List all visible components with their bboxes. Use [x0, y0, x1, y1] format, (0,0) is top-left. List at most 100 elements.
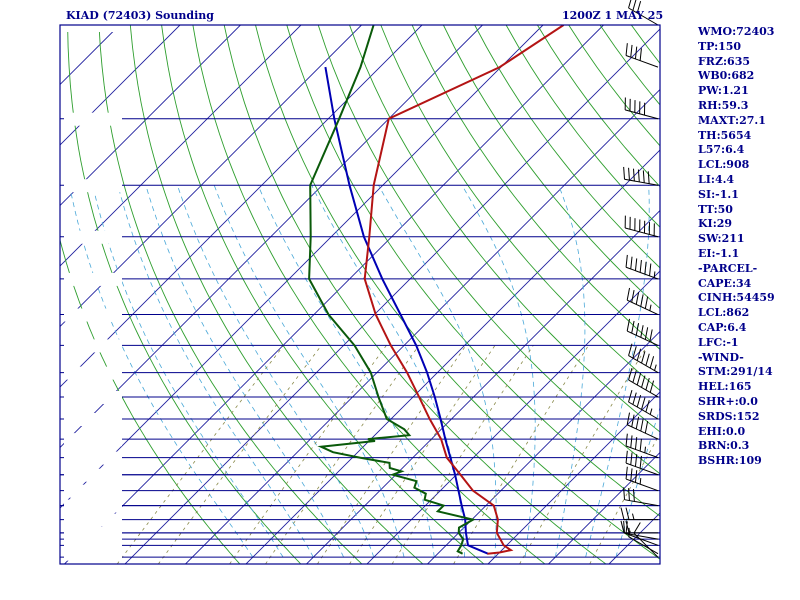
height-label-bg	[64, 308, 122, 322]
wind-barb-staff	[633, 532, 659, 558]
wind-barb-flag	[636, 0, 642, 14]
wind-barb-staff	[628, 355, 659, 374]
wind-barb-flag	[632, 346, 637, 359]
index-item: RH:59.3	[698, 98, 749, 112]
wind-barbs	[620, 0, 661, 564]
wind-barb-flag	[647, 171, 650, 184]
wind-barb-flag	[628, 367, 633, 381]
wind-barb	[625, 433, 659, 459]
wind-barb-flag	[625, 520, 630, 533]
height-label-bg	[64, 451, 122, 465]
index-item: MAXT:27.1	[698, 113, 766, 127]
height-label-bg	[64, 412, 122, 426]
height-label-bg	[64, 179, 122, 193]
wind-barb-flag	[632, 370, 637, 383]
chart-title: KIAD (72403) Sounding	[66, 9, 214, 22]
wind-barb-flag	[639, 48, 642, 61]
wind-barb-staff	[628, 536, 659, 555]
isotherm-line	[60, 25, 302, 267]
isotherm-line	[548, 451, 660, 564]
wind-barb	[628, 389, 659, 420]
wind-barb-flag	[634, 454, 638, 467]
index-item: SW:211	[698, 232, 745, 246]
wind-barb-flag	[630, 452, 633, 465]
wind-barb-staff	[626, 330, 659, 346]
wind-barb-flag	[632, 0, 637, 11]
index-item: SI:-1.1	[698, 187, 739, 201]
isotherm-line	[60, 25, 241, 207]
height-label-bg	[64, 499, 122, 513]
wind-barb-flag	[639, 455, 642, 469]
index-item: BSHR:109	[698, 454, 762, 468]
dry-adiabat-line	[60, 238, 241, 564]
height-label-bg	[64, 390, 122, 404]
dry-adiabat-line	[317, 25, 660, 475]
wind-barb-flag	[626, 318, 631, 332]
wind-barb	[623, 487, 659, 507]
wind-barb	[624, 215, 659, 238]
wind-barb-flag	[625, 507, 630, 520]
index-item: EHI:0.0	[698, 424, 746, 438]
wind-barb-flag	[639, 438, 642, 452]
wind-barb	[633, 522, 659, 558]
wind-barb-staff	[624, 532, 659, 540]
wind-barb-flag	[628, 0, 632, 9]
index-item: TT:50	[698, 202, 733, 216]
wind-barb-flag	[645, 399, 650, 413]
wind-barb-flag	[636, 372, 642, 386]
wind-barb-half-flag	[639, 477, 642, 485]
chart-grid	[60, 25, 660, 564]
dry-adiabat-line	[286, 25, 660, 517]
height-label-bg	[64, 230, 122, 244]
mixing-ratio-line	[157, 345, 322, 564]
dry-adiabat-line	[161, 25, 485, 564]
wind-barb-half-flag	[644, 446, 646, 453]
height-label-bg	[64, 272, 122, 286]
isotherm-line	[124, 28, 660, 564]
index-item: WB0:682	[698, 69, 755, 83]
wind-barb-flag	[649, 380, 655, 393]
moist-adiabat-line	[585, 185, 650, 558]
stability-indices-panel: WMO:72403 TP:150 FRZ:635 WB0:682 PW:1.21 RH:5…	[698, 25, 798, 469]
index-item: SRDS:152	[698, 409, 760, 423]
sounding-profiles	[308, 25, 565, 555]
isotherm-line	[60, 25, 362, 328]
wind-barb-flag	[641, 375, 646, 388]
index-item: LI:4.4	[698, 172, 735, 186]
wind-barb-flag	[630, 468, 633, 481]
dry-adiabat-line	[255, 25, 660, 560]
wind-barb-flag	[644, 327, 649, 340]
index-item: LFC:-1	[698, 335, 739, 349]
height-label-bg	[64, 547, 122, 561]
mixing-ratio-line	[229, 345, 387, 564]
moist-adiabat-line	[177, 185, 375, 558]
wind-barb	[626, 318, 659, 346]
wind-barb-flag	[634, 470, 638, 483]
wind-barb-flag	[635, 416, 640, 430]
mixing-ratio-line	[116, 345, 285, 564]
index-item: CAPE:34	[698, 276, 752, 290]
wind-barb-staff	[625, 533, 659, 546]
wind-barb-flag	[632, 168, 635, 182]
moist-adiabat-line	[311, 185, 465, 558]
wind-barb	[623, 166, 659, 186]
wind-barb	[620, 520, 658, 534]
index-item: PW:1.21	[698, 84, 749, 98]
height-label-bg	[64, 468, 122, 482]
wind-barb-flag	[639, 260, 642, 273]
dry-adiabat-line	[223, 25, 607, 564]
height-label-bg	[64, 112, 122, 126]
height-label-bg	[64, 433, 122, 447]
index-item: TP:150	[698, 39, 742, 53]
moist-adiabat-line	[461, 184, 536, 558]
wind-barb	[624, 97, 659, 120]
wind-barb-flag	[637, 169, 640, 182]
dry-adiabat-line	[349, 25, 660, 433]
wind-barb-flag	[633, 522, 641, 534]
wind-barb-flag	[632, 489, 635, 502]
wind-barb-flag	[628, 167, 630, 181]
wind-barb	[628, 0, 659, 26]
wind-barb-staff	[625, 227, 659, 238]
wind-barb	[625, 466, 659, 492]
